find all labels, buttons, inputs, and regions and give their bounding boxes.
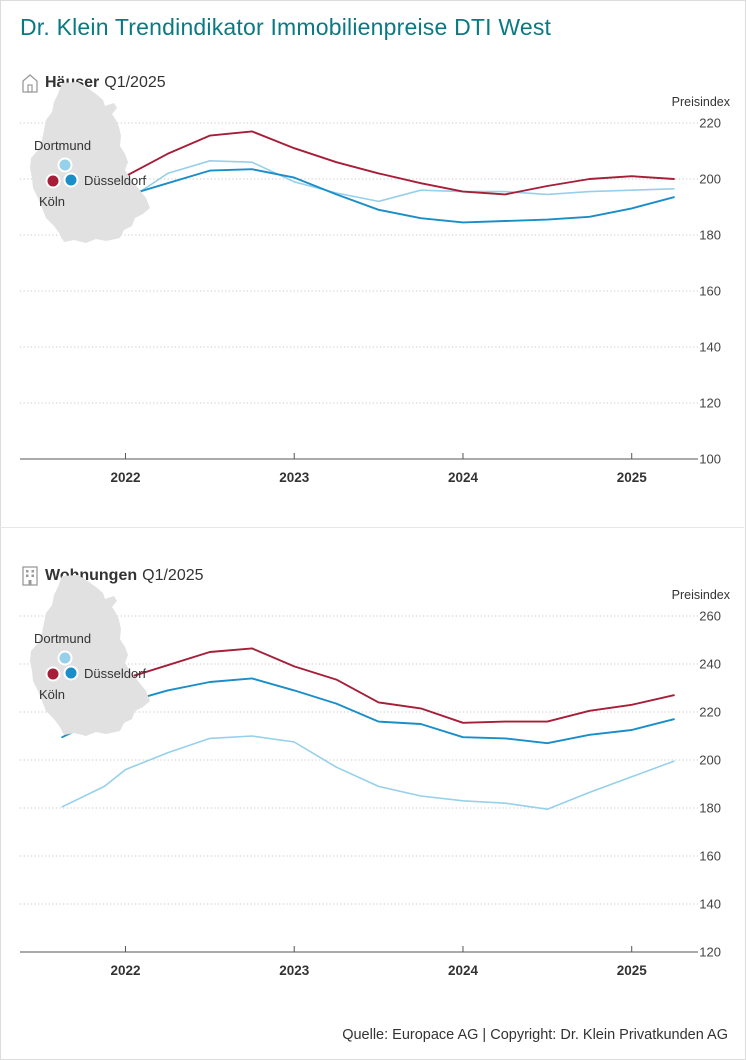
koeln-dot	[45, 173, 61, 189]
y-tick-label: 160	[699, 849, 721, 864]
dortmund-label: Dortmund	[34, 631, 91, 646]
y-tick-label: 120	[699, 396, 721, 411]
x-tick-label: 2023	[279, 963, 310, 978]
x-tick-label: 2022	[110, 963, 140, 978]
y-tick-label: 200	[699, 753, 721, 768]
y-tick-label: 220	[699, 705, 721, 720]
duesseldorf-label: Düsseldorf	[84, 173, 147, 188]
dortmund-dot	[57, 650, 73, 666]
houses-subtitle: Q1/2025	[104, 74, 166, 91]
duesseldorf-dot	[63, 172, 79, 188]
x-tick-label: 2023	[279, 470, 310, 485]
y-axis-title: Preisindex	[672, 95, 731, 109]
x-tick-label: 2022	[110, 470, 140, 485]
x-tick-label: 2025	[617, 963, 648, 978]
y-tick-label: 260	[699, 609, 721, 624]
koeln-label: Köln	[39, 687, 65, 702]
series-line-dortmund	[61, 735, 675, 810]
duesseldorf-label: Düsseldorf	[84, 666, 147, 681]
apartments-chart: Preisindex 120 140 160 180 200 220 240 260 2022 20…	[20, 575, 731, 978]
y-tick-label: 200	[699, 172, 721, 187]
y-tick-label: 140	[699, 897, 721, 912]
x-tick-label: 2024	[448, 963, 479, 978]
series-line-koeln	[61, 647, 675, 724]
y-axis-title: Preisindex	[672, 588, 731, 602]
y-tick-label: 100	[699, 452, 721, 467]
x-tick-label: 2024	[448, 470, 479, 485]
y-tick-label: 120	[699, 945, 721, 960]
y-tick-label: 160	[699, 284, 721, 299]
series-line-duesseldorf	[61, 677, 675, 745]
dortmund-label: Dortmund	[34, 138, 91, 153]
section-divider	[0, 527, 744, 528]
koeln-dot	[45, 666, 61, 682]
building-icon	[22, 566, 38, 586]
y-tick-label: 180	[699, 228, 721, 243]
germany-map-shape	[30, 575, 150, 736]
koeln-label: Köln	[39, 194, 65, 209]
dortmund-dot	[57, 157, 73, 173]
house-icon	[22, 74, 38, 93]
x-tick-label: 2025	[617, 470, 648, 485]
series-line-dortmund	[61, 160, 675, 239]
series-line-duesseldorf	[61, 168, 675, 238]
series-line-koeln	[61, 130, 675, 234]
apartments-subtitle: Q1/2025	[142, 567, 204, 584]
page-title: Dr. Klein Trendindikator Immobilienpreis…	[20, 14, 552, 40]
apartments-panel-heading: Wohnungen Q1/2025	[21, 566, 204, 586]
y-tick-label: 140	[699, 340, 721, 355]
germany-map-shape	[30, 82, 150, 243]
y-tick-label: 220	[699, 116, 721, 131]
source-note: Quelle: Europace AG | Copyright: Dr. Kle…	[342, 1027, 728, 1043]
y-tick-label: 240	[699, 657, 721, 672]
y-tick-label: 180	[699, 801, 721, 816]
duesseldorf-dot	[63, 665, 79, 681]
houses-chart: Preisindex 100 120 140 160 180 200 220 2022 2023 2…	[20, 82, 731, 485]
